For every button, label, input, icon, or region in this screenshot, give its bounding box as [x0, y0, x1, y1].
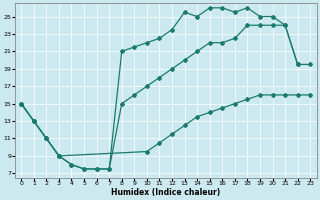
X-axis label: Humidex (Indice chaleur): Humidex (Indice chaleur) — [111, 188, 220, 197]
